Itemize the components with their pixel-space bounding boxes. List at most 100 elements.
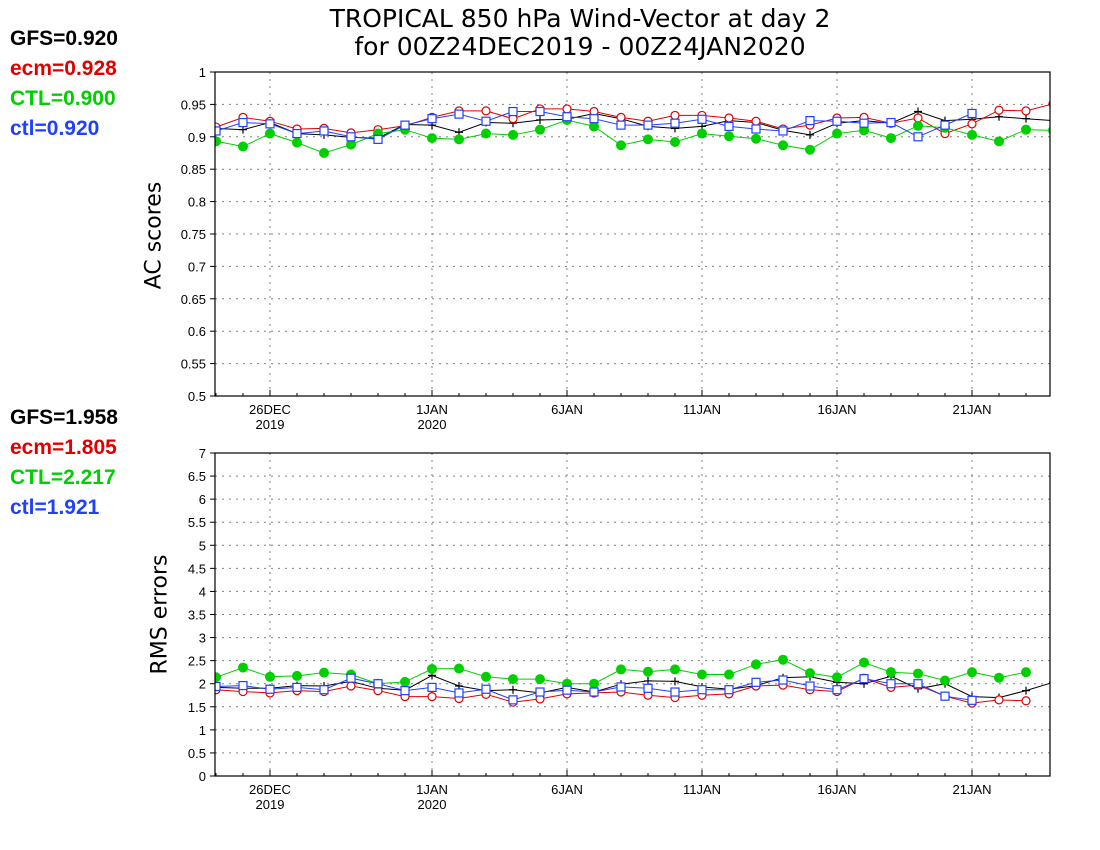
ac-x-tick-label: 16JAN (817, 402, 856, 417)
ac-point-ctl (589, 121, 599, 132)
ac-x-tick-label: 21JAN (952, 402, 991, 417)
rms-point-gfs (644, 676, 652, 685)
rms-point-ctl (859, 674, 869, 684)
ac-point-ctl (346, 139, 356, 150)
ac-point-gfs (806, 130, 814, 139)
ac-point-ctl (805, 144, 815, 155)
ac-point-ecm (967, 119, 977, 129)
rms-point-ctl (751, 659, 761, 670)
top-stat-ctl-lower: ctl=0.920 (10, 117, 100, 140)
rms-x-tick-year-label: 2020 (418, 797, 447, 812)
ac-point-ctl (319, 148, 329, 158)
ac-point-ecm (994, 105, 1004, 115)
rms-point-ctl (832, 672, 842, 683)
ac-point-ctl (427, 133, 437, 144)
rms-point-ctl (778, 654, 788, 665)
rms-point-ctl (292, 682, 302, 693)
rms-point-gfs (509, 685, 517, 694)
rms-point-ctl (940, 675, 950, 686)
rms-x-tick-label: 16JAN (817, 782, 856, 797)
rms-point-ctl (265, 684, 275, 694)
rms-point-ctl (913, 668, 923, 679)
rms-point-ctl (886, 667, 896, 678)
rms-point-ctl (751, 677, 761, 687)
rms-point-ecm (427, 692, 437, 702)
ac-point-ctl (215, 136, 221, 147)
rms-point-ctl (508, 674, 518, 685)
rms-point-gfs (1076, 681, 1084, 689)
chart-title-line2: for 00Z24DEC2019 - 00Z24JAN2020 (354, 32, 806, 61)
rms-point-ctl (778, 675, 788, 685)
rms-point-ctl (994, 672, 1004, 683)
rms-y-tick-label: 5 (199, 538, 206, 553)
rms-point-ctl (670, 687, 680, 697)
rms-point-ctl (913, 679, 923, 689)
ac-point-ctl (373, 134, 383, 144)
ac-point-ctl (481, 116, 491, 126)
rms-point-gfs (671, 677, 679, 686)
ac-point-ctl (454, 134, 464, 145)
ac-x-tick-label: 11JAN (683, 402, 721, 417)
ac-point-ctl (535, 124, 545, 135)
rms-y-tick-label: 1.5 (188, 700, 206, 715)
rms-point-gfs (1022, 686, 1030, 695)
ac-x-tick-label: 1JAN (416, 402, 448, 417)
ac-point-ecm (670, 110, 680, 121)
rms-x-tick-label: 6JAN (551, 782, 583, 797)
rms-y-tick-label: 7 (199, 446, 206, 461)
ac-point-ctl (805, 115, 815, 126)
ac-point-gfs (1076, 111, 1084, 119)
rms-y-tick-label: 2 (199, 677, 206, 692)
ac-y-tick-label: 0.7 (188, 259, 206, 274)
rms-y-tick-label: 4.5 (188, 561, 206, 576)
ac-point-ctl (1021, 124, 1031, 135)
rms-x-tick-label: 21JAN (952, 782, 991, 797)
rms-x-tick-label: 1JAN (416, 782, 448, 797)
rms-point-ctl (400, 686, 410, 696)
rms-point-ctl (724, 685, 734, 695)
rms-x-tick-label: 11JAN (683, 782, 721, 797)
rms-point-ctl (886, 679, 896, 689)
ac-point-gfs (1022, 114, 1030, 123)
rms-point-ctl (535, 687, 545, 697)
ac-y-tick-label: 0.55 (181, 357, 206, 372)
ac-point-ctl (265, 119, 275, 129)
ac-x-tick-label: 6JAN (551, 402, 583, 417)
rms-point-ctl (535, 674, 545, 685)
rms-point-ctl (454, 688, 464, 698)
rms-y-tick-label: 0 (199, 769, 206, 784)
ac-point-ecm (562, 104, 572, 114)
rms-plot-frame (214, 452, 1051, 777)
ac-point-ctl (940, 120, 950, 130)
ac-point-ctl (265, 128, 275, 139)
ac-y-tick-label: 0.6 (188, 324, 206, 339)
ac-point-ctl (913, 132, 923, 142)
ac-point-ctl (832, 128, 842, 139)
ac-point-ctl (643, 134, 653, 145)
ac-point-ctl (994, 136, 1004, 147)
ac-plot-frame (214, 71, 1051, 397)
rms-point-ctl (616, 682, 626, 692)
rms-point-ctl (589, 687, 599, 697)
ac-point-ctl (832, 116, 842, 126)
rms-point-ecm (346, 681, 356, 691)
rms-point-ctl (724, 669, 734, 680)
rms-point-ctl (859, 657, 869, 668)
ac-y-tick-label: 0.65 (181, 292, 206, 307)
ac-point-ctl (697, 128, 707, 139)
bottom-stat-gfs: GFS=1.958 (10, 406, 118, 429)
rms-y-tick-label: 3 (199, 631, 206, 646)
ac-point-ctl (238, 117, 248, 128)
rms-point-ctl (373, 679, 383, 689)
rms-y-tick-label: 4 (199, 584, 206, 599)
rms-point-ctl (346, 673, 356, 683)
ac-x-tick-year-label: 2020 (418, 417, 447, 432)
rms-point-ctl (1021, 667, 1031, 678)
ac-x-tick-year-label: 2019 (256, 417, 285, 432)
rms-x-tick-year-label: 2019 (256, 797, 285, 812)
rms-point-ctl (805, 681, 815, 691)
ac-y-tick-label: 0.95 (181, 97, 206, 112)
rms-point-ecm (1021, 696, 1031, 706)
ac-point-ctl (778, 126, 788, 136)
